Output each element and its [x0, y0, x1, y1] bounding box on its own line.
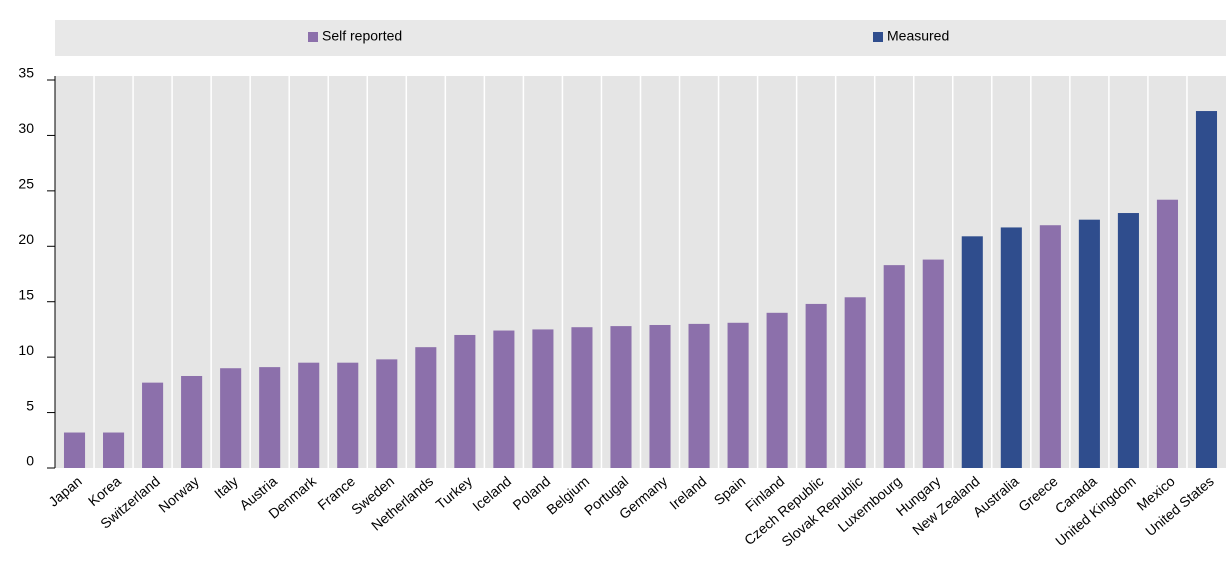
bar — [922, 259, 944, 468]
bar — [220, 368, 242, 468]
y-tick-label: 25 — [18, 176, 34, 192]
bar — [454, 334, 476, 468]
bar — [1156, 199, 1178, 468]
x-tick-label: Italy — [211, 473, 241, 502]
x-tick-label: Iceland — [469, 473, 514, 514]
bar — [1195, 111, 1218, 468]
bar — [415, 347, 437, 468]
bar — [610, 326, 632, 468]
bar — [1039, 225, 1061, 468]
x-tick-label: Turkey — [432, 473, 475, 512]
bar — [63, 432, 86, 468]
legend-label: Self reported — [322, 28, 402, 44]
bar — [1078, 219, 1100, 468]
y-tick-label: 30 — [18, 120, 34, 136]
legend-swatch — [873, 32, 883, 42]
x-tick-label: Ireland — [666, 473, 709, 513]
bar — [766, 312, 788, 468]
x-tick-label: United States — [1142, 473, 1217, 539]
bar — [376, 359, 398, 468]
bar — [961, 236, 983, 468]
legend-background — [55, 20, 1226, 56]
bar — [1117, 213, 1139, 468]
x-tick-label: Japan — [45, 473, 85, 510]
bar — [649, 324, 671, 468]
bar — [493, 330, 515, 468]
bar — [181, 375, 203, 468]
x-tick-label: Norway — [155, 473, 202, 516]
bar — [259, 367, 281, 468]
legend-label: Measured — [887, 28, 949, 44]
y-tick-label: 0 — [26, 453, 34, 469]
bar — [1000, 227, 1022, 468]
y-tick-label: 20 — [18, 231, 34, 247]
bar — [571, 327, 593, 468]
bar — [688, 323, 710, 468]
y-tick-label: 10 — [18, 342, 34, 358]
bar — [298, 362, 320, 468]
bar — [805, 303, 827, 468]
y-tick-label: 35 — [18, 65, 34, 81]
legend-swatch — [308, 32, 318, 42]
y-tick-label: 15 — [18, 286, 34, 302]
bar — [727, 322, 749, 468]
bar — [103, 432, 125, 468]
bar — [844, 297, 866, 468]
bar — [337, 362, 359, 468]
bar — [532, 329, 554, 468]
bar — [142, 382, 164, 468]
bar — [883, 265, 905, 468]
y-tick-label: 5 — [26, 397, 34, 413]
